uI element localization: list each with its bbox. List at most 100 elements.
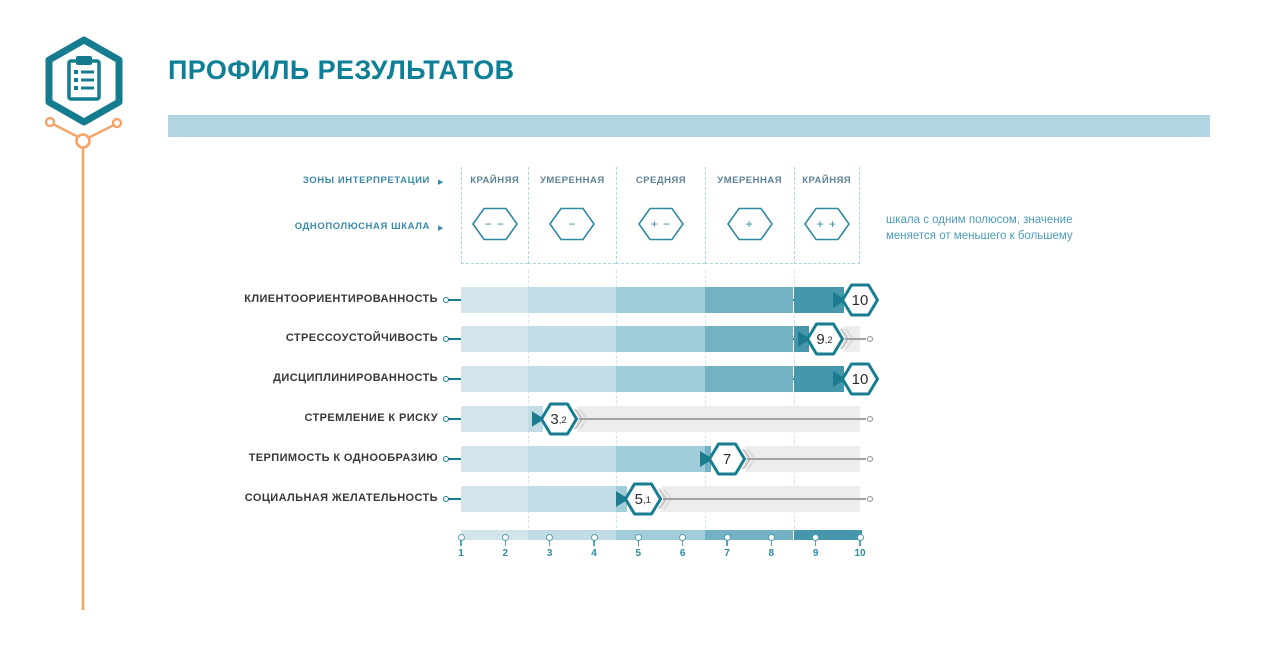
axis-tick-pin <box>767 534 775 541</box>
page-title: ПРОФИЛЬ РЕЗУЛЬТАТОВ <box>168 55 515 85</box>
row-bar-segment <box>616 366 705 392</box>
axis-gradient-segment <box>704 530 794 540</box>
zone-column: КРАЙНЯЯ − − <box>461 167 528 264</box>
value-badge: 3,2 <box>539 402 578 436</box>
zone-hexagon-icon <box>549 207 596 241</box>
axis-tick-stem <box>770 540 773 546</box>
axis-tick-stem <box>504 540 507 546</box>
row-bar-segment <box>461 406 528 432</box>
title-underline-band <box>168 115 1210 137</box>
value-badge-hexagon-icon <box>539 402 578 436</box>
row-bar-segment <box>616 326 705 352</box>
scale-description-line1: шкала с одним полюсом, значение <box>886 214 1073 226</box>
axis-tick-label: 9 <box>812 548 819 559</box>
row-bar-segment <box>704 287 794 313</box>
row-label: ДИСЦИПЛИНИРОВАННОСТЬ <box>273 372 438 384</box>
badge-value: 3,2 <box>550 410 567 428</box>
row-bar-segment <box>527 287 617 313</box>
axis-tick-pin <box>812 534 820 541</box>
zone-label: СРЕДНЯЯ <box>635 175 687 186</box>
badge-value: 10 <box>851 291 869 309</box>
axis-tick-label: 3 <box>546 548 553 559</box>
scale-row-label: ОДНОПОЛЮСНАЯ ШКАЛА <box>294 221 430 232</box>
row-label: КЛИЕНТООРИЕНТИРОВАННОСТЬ <box>244 293 438 305</box>
axis-tick-pin <box>679 534 687 541</box>
zone-sign: + <box>745 217 754 231</box>
row-label: СТРЕССОУСТОЙЧИВОСТЬ <box>285 332 438 344</box>
value-badge-hexagon-icon <box>708 442 746 476</box>
scale-description-line2: меняется от меньшего к большему <box>886 230 1073 243</box>
row-bar-segment <box>527 446 617 472</box>
zone-column: УМЕРЕННАЯ − <box>527 167 617 264</box>
scale-arrow-icon: ▶ <box>438 225 444 232</box>
value-badge-hexagon-icon <box>841 283 879 317</box>
zone-sign: − − <box>484 217 505 231</box>
value-badge-hexagon-icon <box>623 482 662 516</box>
badge-value: 10 <box>851 370 869 388</box>
zone-column: СРЕДНЯЯ + − <box>616 167 705 264</box>
axis-tick-pin <box>723 534 731 541</box>
row-bar-segment <box>616 287 705 313</box>
axis-tick-stem <box>814 540 817 546</box>
row-end-dot <box>867 416 873 422</box>
axis-tick-pin <box>501 534 509 541</box>
grid-line <box>704 270 706 528</box>
row-bar-segment <box>461 326 528 352</box>
axis-tick-pin <box>590 534 598 541</box>
axis-tick-stem <box>548 540 551 546</box>
zones-arrow-icon: ▶ <box>438 179 444 186</box>
value-badge: 10 <box>841 283 879 317</box>
zone-sign: + − <box>650 217 672 231</box>
zone-sign: − <box>568 217 577 231</box>
scale-description: шкала с одним полюсом, значение меняется… <box>886 212 1073 244</box>
row-tail-line <box>662 498 866 500</box>
axis-gradient-segment <box>616 530 705 540</box>
axis-tick-label: 1 <box>458 548 464 559</box>
row-bar-segment <box>461 287 528 313</box>
row-bar-segment <box>704 326 794 352</box>
badge-value: 9,2 <box>816 330 833 348</box>
axis-tick-label: 10 <box>854 548 866 559</box>
zone-hexagon-icon <box>638 207 684 241</box>
row-end-dot <box>867 496 873 502</box>
zone-label: КРАЙНЯЯ <box>470 175 520 186</box>
axis-tick-pin <box>856 534 864 541</box>
row-tail-line <box>844 338 866 340</box>
row-bar-segment <box>461 366 528 392</box>
grid-line <box>616 270 618 528</box>
row-bar-segment <box>527 366 617 392</box>
axis-tick-pin <box>546 534 554 541</box>
axis-tick-pin <box>457 534 465 541</box>
zone-column: УМЕРЕННАЯ + <box>704 167 794 264</box>
axis-gradient-segment <box>793 530 862 540</box>
value-badge: 9,2 <box>805 322 844 356</box>
value-badge-hexagon-icon <box>805 322 844 356</box>
row-label: ТЕРПИМОСТЬ К ОДНООБРАЗИЮ <box>248 452 438 464</box>
axis-tick-label: 2 <box>502 548 509 559</box>
axis-gradient-segment <box>461 530 528 540</box>
value-badge: 5,1 <box>623 482 662 516</box>
grid-line <box>793 270 795 528</box>
clipboard-hexagon-icon <box>45 36 123 126</box>
row-tail-line <box>578 418 866 420</box>
row-bar-segment <box>461 486 528 512</box>
row-tail-line <box>747 458 866 460</box>
axis-tick-stem <box>460 540 462 546</box>
row-bar-segment <box>527 486 617 512</box>
row-end-dot <box>867 336 873 342</box>
axis-gradient-segment <box>527 530 617 540</box>
row-bar-segment <box>704 366 794 392</box>
axis-tick-label: 7 <box>724 548 730 559</box>
value-badge-hexagon-icon <box>841 362 879 396</box>
axis-tick-stem <box>859 540 861 546</box>
axis-tick-pin <box>634 534 642 541</box>
grid-line <box>527 270 529 528</box>
axis-tick-label: 5 <box>635 548 642 559</box>
row-bar-segment <box>616 446 705 472</box>
zone-hexagon-icon <box>726 207 773 241</box>
zones-row-label: ЗОНЫ ИНТЕРПРЕТАЦИИ <box>302 175 430 186</box>
row-bar-segment <box>527 326 617 352</box>
zone-label: КРАЙНЯЯ <box>802 175 852 186</box>
row-label: СТРЕМЛЕНИЕ К РИСКУ <box>304 412 438 424</box>
